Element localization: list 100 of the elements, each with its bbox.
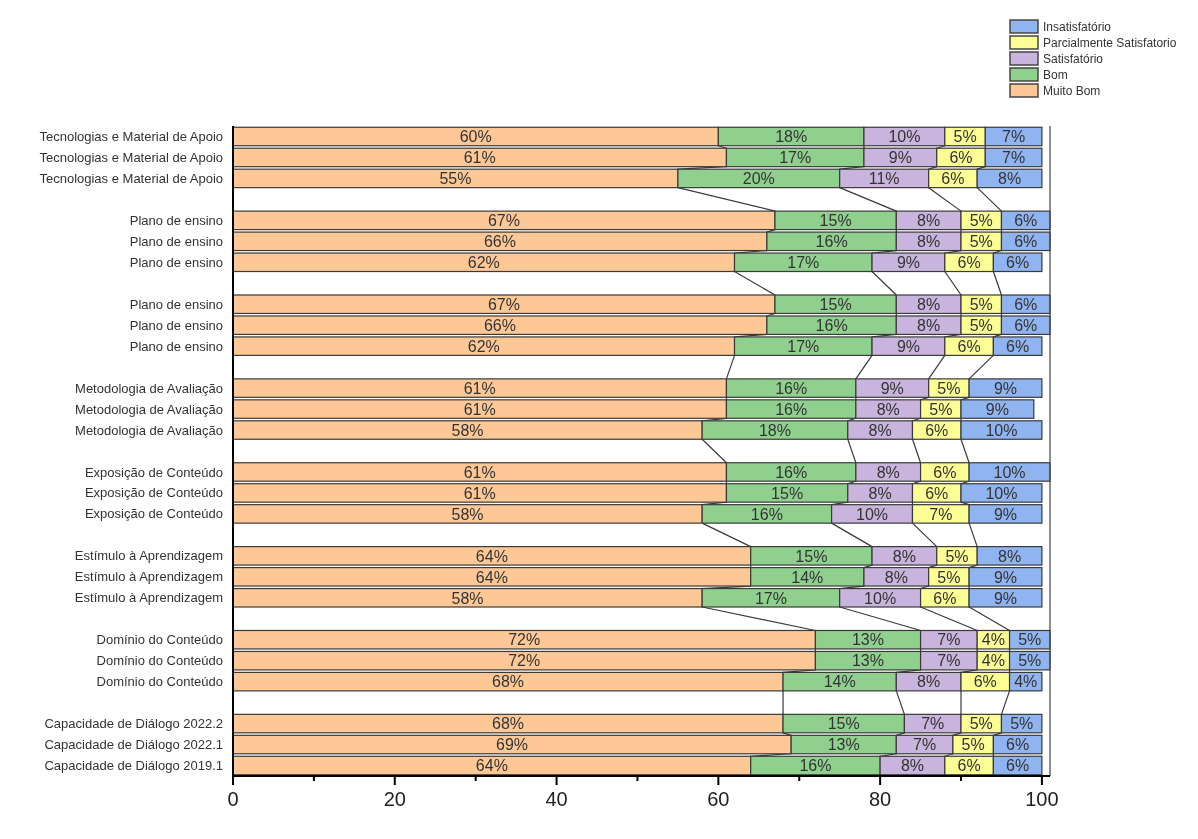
data-label: 67% — [487, 295, 520, 313]
data-label: 8% — [868, 421, 892, 439]
data-label: 5% — [969, 295, 993, 313]
data-label: 10% — [985, 421, 1018, 439]
data-label: 8% — [892, 547, 916, 565]
data-label: 17% — [754, 589, 787, 607]
data-label: 11% — [868, 170, 900, 188]
data-label: 15% — [819, 295, 852, 313]
data-label: 10% — [864, 589, 897, 607]
legend-label: Insatisfatório — [1043, 19, 1112, 34]
y-tick-label: Tecnologias e Material de Apoio — [39, 170, 223, 186]
data-label: 15% — [827, 715, 860, 733]
data-label: 17% — [787, 254, 820, 272]
data-label: 17% — [779, 149, 812, 167]
data-label: 61% — [463, 379, 496, 397]
data-label: 16% — [815, 233, 848, 251]
data-label: 72% — [508, 631, 541, 649]
data-label: 8% — [876, 400, 900, 418]
data-label: 6% — [933, 589, 957, 607]
data-label: 9% — [993, 589, 1018, 607]
data-label: 6% — [1006, 736, 1030, 754]
y-tick-label: Domínio do Conteúdo — [96, 674, 223, 690]
data-label: 58% — [451, 421, 484, 439]
data-label: 10% — [856, 505, 889, 523]
data-label: 13% — [827, 736, 860, 754]
data-label: 13% — [851, 652, 885, 670]
x-tick-label: 20 — [383, 788, 406, 810]
data-label: 6% — [941, 170, 965, 188]
data-label: 9% — [880, 379, 904, 397]
data-label: 18% — [758, 421, 791, 439]
data-label: 6% — [933, 463, 957, 481]
data-label: 16% — [750, 505, 783, 523]
x-tick-label: 80 — [869, 788, 892, 810]
data-label: 8% — [917, 316, 941, 334]
data-label: 6% — [957, 254, 981, 272]
data-label: 6% — [957, 337, 981, 355]
data-label: 61% — [463, 463, 496, 481]
data-label: 6% — [925, 421, 949, 439]
data-label: 8% — [997, 170, 1022, 188]
data-label: 62% — [467, 337, 500, 355]
y-tick-label: Estímulo à Aprendizagem — [74, 548, 223, 564]
data-label: 5% — [961, 736, 985, 754]
x-tick-label: 100 — [1025, 788, 1059, 810]
y-tick-label: Estímulo à Aprendizagem — [74, 569, 223, 585]
y-tick-label: Plano de ensino — [129, 317, 223, 333]
y-tick-label: Tecnologias e Material de Apoio — [39, 150, 223, 165]
data-label: 4% — [1014, 673, 1038, 691]
y-tick-label: Capacidade de Diálogo 2022.2 — [44, 716, 223, 732]
data-label: 10% — [888, 128, 921, 146]
data-label: 6% — [1014, 295, 1038, 313]
data-label: 16% — [799, 757, 832, 775]
data-label: 60% — [459, 128, 492, 146]
data-label: 5% — [945, 547, 969, 565]
data-label: 5% — [969, 212, 993, 230]
data-label: 8% — [917, 295, 941, 313]
data-label: 58% — [451, 589, 484, 607]
y-tick-label: Estímulo à Aprendizagem — [74, 590, 223, 606]
data-label: 6% — [1006, 757, 1030, 775]
data-label: 8% — [900, 757, 925, 775]
y-tick-label: Plano de ensino — [129, 296, 223, 312]
data-label: 8% — [917, 673, 941, 691]
y-tick-label: Tecnologias e Material de Apoio — [39, 129, 223, 145]
data-label: 55% — [439, 170, 472, 188]
data-label: 69% — [496, 736, 529, 754]
data-label: 6% — [1006, 337, 1030, 355]
data-label: 7% — [1002, 128, 1026, 146]
data-label: 8% — [868, 484, 892, 502]
data-label: 16% — [775, 463, 808, 481]
data-label: 4% — [981, 652, 1005, 670]
data-label: 17% — [787, 337, 820, 355]
data-label: 68% — [492, 673, 525, 691]
data-label: 7% — [913, 736, 937, 754]
data-label: 6% — [949, 149, 973, 167]
data-label: 5% — [937, 379, 961, 397]
data-label: 7% — [921, 715, 945, 733]
data-label: 9% — [993, 379, 1018, 397]
y-tick-label: Plano de ensino — [129, 212, 223, 228]
data-label: 16% — [815, 316, 848, 334]
data-label: 62% — [467, 254, 500, 272]
data-label: 61% — [463, 400, 496, 418]
y-tick-label: Domínio do Conteúdo — [96, 653, 223, 669]
data-label: 5% — [953, 128, 977, 146]
y-tick-label: Exposição de Conteúdo — [84, 506, 223, 522]
data-label: 5% — [969, 233, 993, 251]
data-label: 9% — [896, 337, 920, 355]
data-label: 72% — [508, 652, 541, 670]
y-tick-label: Metodologia de Avaliação — [75, 401, 223, 417]
data-label: 58% — [451, 505, 484, 523]
data-label: 5% — [937, 568, 961, 586]
data-label: 8% — [876, 463, 900, 481]
data-label: 66% — [483, 316, 516, 334]
data-label: 61% — [463, 484, 496, 502]
data-label: 6% — [1006, 254, 1030, 272]
data-label: 4% — [981, 631, 1005, 649]
data-label: 68% — [492, 715, 525, 733]
data-label: 6% — [1014, 212, 1038, 230]
legend-label: Satisfatório — [1043, 51, 1104, 66]
x-tick-label: 60 — [707, 788, 730, 810]
y-tick-label: Plano de ensino — [129, 338, 223, 354]
y-tick-label: Plano de ensino — [129, 254, 223, 270]
